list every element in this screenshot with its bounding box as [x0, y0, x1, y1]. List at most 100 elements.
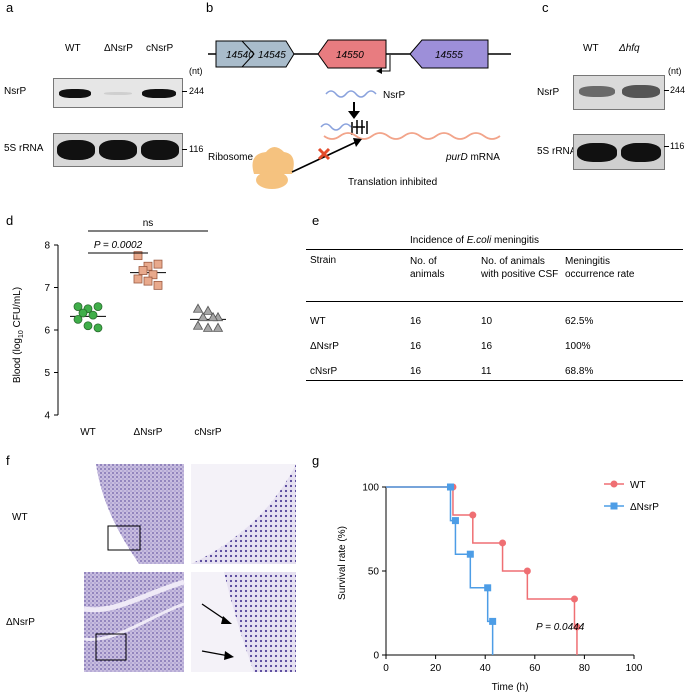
lesion-arrow-2	[201, 650, 230, 657]
g-y-axis-label: Survival rate (%)	[337, 526, 348, 600]
size-label-244: 244	[189, 86, 205, 96]
cell-csf-cnsrp: 11	[481, 366, 492, 377]
inhibition-arrow	[291, 141, 357, 173]
g-x-tick-label: 80	[579, 663, 591, 674]
histo-wt-low	[84, 464, 184, 564]
d-point-wt	[73, 314, 83, 324]
d-point-wt	[88, 310, 98, 320]
mrna-label: purD mRNA	[445, 152, 500, 163]
legend-delta-marker	[610, 502, 618, 510]
gene-14550-label: 14550	[336, 50, 364, 61]
d-point-cnsrp	[202, 322, 214, 332]
blood-cfu-scatter-chart: 4 5 6 7 8 WT ΔNsrP cNsrP Blood (log10 CFU/mL) n…	[12, 218, 226, 438]
northern-blot-5s-rrna-c	[573, 134, 665, 170]
roi-box-wt	[107, 525, 141, 551]
g-point-delta-nsrp	[446, 483, 454, 491]
inhibit-label: Translation inhibited	[348, 177, 437, 188]
row-label-5s-rrna-c: 5S rRNA	[537, 146, 577, 157]
gene-14550-arrow	[317, 39, 387, 69]
d-point-delta-nsrp	[153, 280, 163, 290]
gene-14555-label: 14555	[435, 50, 463, 61]
gene-14545-arrow	[240, 40, 295, 68]
legend-wt-marker	[610, 480, 618, 488]
g-point-delta-nsrp	[451, 517, 459, 525]
survival-curve-chart: 0 50 100 0 20 40 60 80 100 Survival rate (%) Tim…	[337, 480, 659, 693]
d-point-wt	[93, 323, 103, 333]
header-strain: Strain	[310, 255, 337, 266]
cell-csf-wt: 10	[481, 316, 493, 327]
d-point-wt	[73, 302, 83, 312]
g-point-wt	[469, 511, 477, 519]
size-label-116-c: 116	[670, 141, 685, 151]
d-point-delta-nsrp	[133, 274, 143, 284]
g-point-wt	[499, 539, 507, 547]
northern-blot-nsrp	[53, 78, 183, 108]
d-point-cnsrp	[197, 311, 209, 322]
northern-blot-5s-rrna	[53, 133, 183, 167]
g-x-tick-label: 20	[430, 663, 442, 674]
d-point-cnsrp	[192, 320, 204, 330]
promoter-arrow	[382, 55, 391, 72]
panel-letter-c: c	[542, 0, 549, 15]
cell-rate-delta-nsrp: 100%	[565, 341, 591, 352]
g-point-wt	[570, 595, 578, 603]
d-point-wt	[83, 321, 93, 331]
header-positive-csf: No. of animals with positive CSF	[481, 256, 559, 280]
header-occurrence-rate: Meningitis occurrence rate	[565, 256, 635, 280]
d-point-delta-nsrp	[143, 276, 153, 286]
d-point-delta-nsrp	[148, 270, 158, 280]
histology-images	[84, 464, 296, 672]
d-point-cnsrp	[192, 303, 204, 313]
panel-letter-g: g	[312, 453, 320, 468]
g-point-delta-nsrp	[489, 617, 497, 625]
roi-box-delta	[95, 633, 127, 661]
lane-label-wt-c: WT	[583, 43, 599, 54]
d-point-cnsrp	[212, 322, 224, 332]
panel-letter-a: a	[6, 0, 14, 15]
srna-label: NsrP	[383, 90, 406, 101]
d-point-cnsrp	[207, 311, 219, 322]
d-y-tick-label: 6	[44, 326, 50, 337]
header-no-animals: No. of animals	[410, 256, 445, 280]
mechanism-diagram: 14540 14545 14550 14555 NsrP purD mRNA R…	[208, 39, 511, 189]
purd-mrna-wave	[323, 132, 501, 140]
cell-animals-delta-nsrp: 16	[410, 341, 422, 352]
d-point-wt	[93, 302, 103, 312]
size-label-116: 116	[189, 144, 204, 154]
row-label-5s-rrna: 5S rRNA	[4, 143, 44, 154]
p-value-label: P = 0.0002	[94, 240, 143, 251]
unit-label: (nt)	[189, 66, 203, 76]
g-point-wt	[573, 623, 581, 631]
cell-csf-delta-nsrp: 16	[481, 341, 493, 352]
g-y-tick-label: 100	[362, 483, 379, 494]
cell-strain-delta-nsrp: ΔNsrP	[310, 341, 339, 352]
ribosome-icon	[252, 147, 294, 174]
lane-label-delta-nsrp: ΔNsrP	[104, 43, 133, 54]
panel-letter-e: e	[312, 213, 320, 228]
g-y-tick-label: 0	[373, 651, 379, 662]
northern-blot-nsrp-c	[573, 75, 665, 110]
d-y-tick-label: 5	[44, 368, 50, 379]
ns-label: ns	[143, 218, 154, 229]
g-x-axis-label: Time (h)	[492, 682, 529, 693]
histo-row-label-wt: WT	[12, 512, 28, 523]
row-label-nsrp-c: NsrP	[537, 87, 560, 98]
cell-rate-wt: 62.5%	[565, 316, 594, 327]
y-axis-label: Blood (log10 CFU/mL)	[12, 287, 25, 383]
cell-animals-cnsrp: 16	[410, 366, 422, 377]
gene-14540-label: 14540	[226, 50, 254, 61]
ribosome-label: Ribosome	[208, 152, 253, 163]
g-point-wt	[523, 567, 531, 575]
d-y-tick-label: 8	[44, 241, 50, 252]
cell-strain-wt: WT	[310, 316, 326, 327]
d-x-tick-label: ΔNsrP	[134, 427, 163, 438]
nsrp-srna-wave	[325, 90, 377, 98]
lane-label-delta-hfq: Δhfq	[619, 43, 640, 54]
d-point-cnsrp	[202, 305, 214, 315]
inhibition-cross-icon	[317, 147, 331, 161]
lane-label-cnsrp: cNsrP	[146, 43, 174, 54]
cell-rate-cnsrp: 68.8%	[565, 366, 594, 377]
down-arrow	[348, 111, 360, 119]
histo-row-label-delta-nsrp: ΔNsrP	[6, 617, 35, 628]
size-label-244-c: 244	[670, 85, 685, 95]
